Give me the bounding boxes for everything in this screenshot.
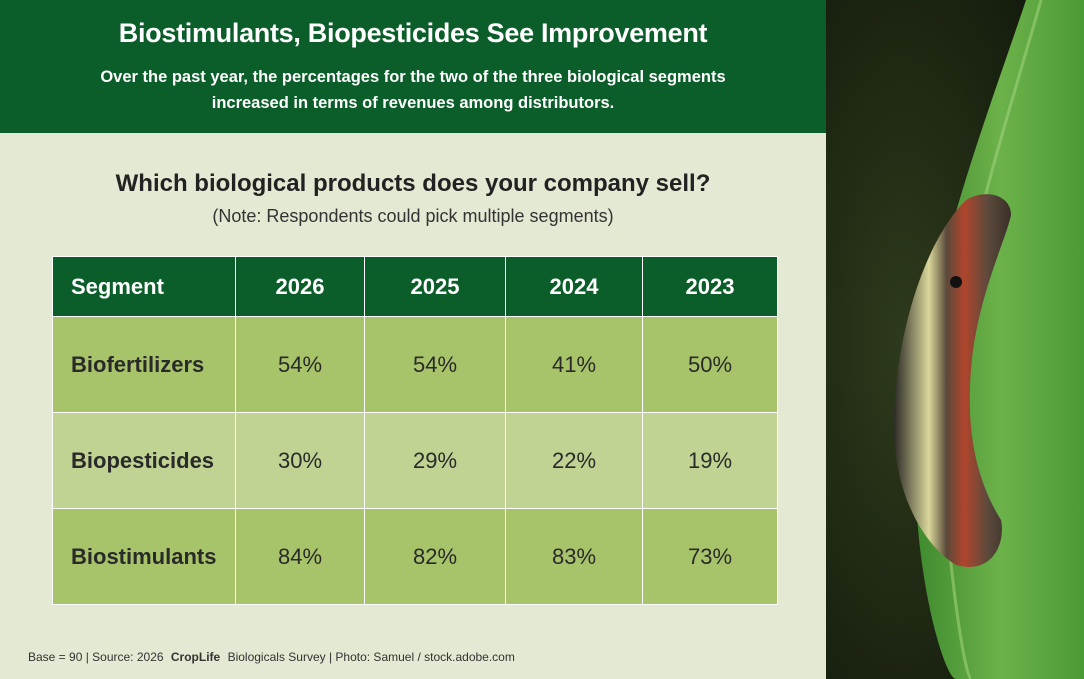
header-row: Segment 2026 2025 2024 2023 bbox=[52, 256, 778, 317]
cell: 22% bbox=[505, 412, 643, 509]
infographic: Biostimulants, Biopesticides See Improve… bbox=[0, 0, 826, 679]
footer: Base = 90 | Source: 2026 CropLife Biolog… bbox=[28, 650, 515, 664]
cell: 41% bbox=[505, 316, 643, 413]
table-row: Biofertilizers 54% 54% 41% 50% bbox=[52, 316, 778, 413]
cell: 82% bbox=[364, 508, 506, 605]
question: Which biological products does your comp… bbox=[115, 170, 711, 197]
table-row: Biopesticides 30% 29% 22% 19% bbox=[52, 412, 778, 509]
table-row: Biostimulants 84% 82% 83% 73% bbox=[52, 508, 778, 605]
cell: 83% bbox=[505, 508, 643, 605]
photo bbox=[826, 0, 1084, 679]
cell: 30% bbox=[235, 412, 365, 509]
row-label: Biofertilizers bbox=[52, 316, 236, 413]
table: Segment 2026 2025 2024 2023 Biofertilizers 54… bbox=[52, 256, 778, 605]
column-header: 2024 bbox=[505, 256, 643, 317]
cell: 50% bbox=[642, 316, 778, 413]
cell: 84% bbox=[235, 508, 365, 605]
footer-text: Base = 90 | Source: 2026 bbox=[28, 650, 164, 664]
column-header: Segment bbox=[52, 256, 236, 317]
row-label: Biopesticides bbox=[52, 412, 236, 509]
cell: 73% bbox=[642, 508, 778, 605]
column-header: 2025 bbox=[364, 256, 506, 317]
cell: 19% bbox=[642, 412, 778, 509]
footer-text: Biologicals Survey | Photo: Samuel / sto… bbox=[227, 650, 515, 664]
table-body: Biofertilizers 54% 54% 41% 50% Biopesticides 3… bbox=[52, 316, 778, 605]
column-header: 2026 bbox=[235, 256, 365, 317]
footer-brand: CropLife bbox=[170, 650, 221, 664]
header: Biostimulants, Biopesticides See Improve… bbox=[0, 0, 826, 133]
note: (Note: Respondents could pick multiple s… bbox=[212, 206, 614, 226]
row-label: Biostimulants bbox=[52, 508, 236, 605]
subtitle: Over the past year, the percentages for … bbox=[100, 68, 726, 112]
title: Biostimulants, Biopesticides See Improve… bbox=[118, 18, 708, 48]
cell: 54% bbox=[364, 316, 506, 413]
cell: 29% bbox=[364, 412, 506, 509]
column-header: 2023 bbox=[642, 256, 778, 317]
cell: 54% bbox=[235, 316, 365, 413]
